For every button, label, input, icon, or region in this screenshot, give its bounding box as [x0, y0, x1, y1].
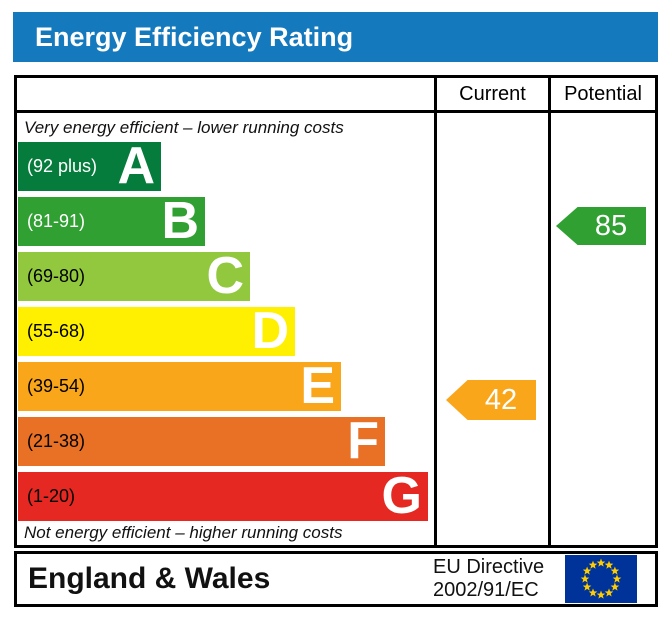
footer: England & Wales EU Directive 2002/91/EC	[14, 551, 658, 607]
band-grade-letter: E	[300, 356, 335, 415]
current-rating-arrow: 42	[446, 380, 536, 420]
current-rating-value: 42	[484, 383, 518, 416]
page-title: Energy Efficiency Rating	[35, 21, 354, 52]
band-row-d: (55-68) D	[18, 301, 295, 360]
potential-rating-value: 85	[594, 209, 628, 242]
caption-not-efficient: Not energy efficient – higher running co…	[24, 523, 343, 542]
band-grade-letter: B	[161, 191, 199, 250]
eu-directive-label: EU Directive 2002/91/EC	[433, 556, 545, 601]
eu-flag-icon	[565, 555, 637, 603]
band-grade-letter: F	[347, 411, 379, 470]
header-divider	[14, 110, 658, 113]
band-row-e: (39-54) E	[18, 356, 341, 415]
band-row-c: (69-80) C	[18, 246, 250, 305]
column-header-potential: Potential	[564, 82, 642, 105]
band-grade-letter: C	[206, 246, 244, 305]
title-bar: Energy Efficiency Rating	[13, 12, 658, 62]
band-row-g: (1-20) G	[18, 466, 428, 525]
potential-rating-arrow: 85	[556, 207, 646, 245]
band-range-label: (1-20)	[27, 486, 76, 506]
band-row-b: (81-91) B	[18, 191, 205, 250]
column-divider-potential	[548, 75, 551, 548]
band-range-label: (81-91)	[27, 211, 86, 231]
band-range-label: (21-38)	[27, 431, 86, 451]
band-range-label: (69-80)	[27, 266, 86, 286]
band-range-label: (55-68)	[27, 321, 86, 341]
band-range-label: (92 plus)	[27, 156, 98, 176]
band-grade-letter: D	[251, 301, 289, 360]
band-grade-letter: G	[381, 466, 422, 525]
caption-very-efficient: Very energy efficient – lower running co…	[24, 118, 344, 137]
band-range-label: (39-54)	[27, 376, 86, 396]
region-label: England & Wales	[28, 562, 271, 595]
eu-flag-stars	[580, 558, 622, 599]
column-divider-current	[434, 75, 437, 548]
band-row-f: (21-38) F	[18, 411, 385, 470]
column-header-current: Current	[459, 82, 526, 105]
band-grade-letter: A	[117, 136, 155, 195]
band-row-a: (92 plus) A	[18, 136, 161, 195]
